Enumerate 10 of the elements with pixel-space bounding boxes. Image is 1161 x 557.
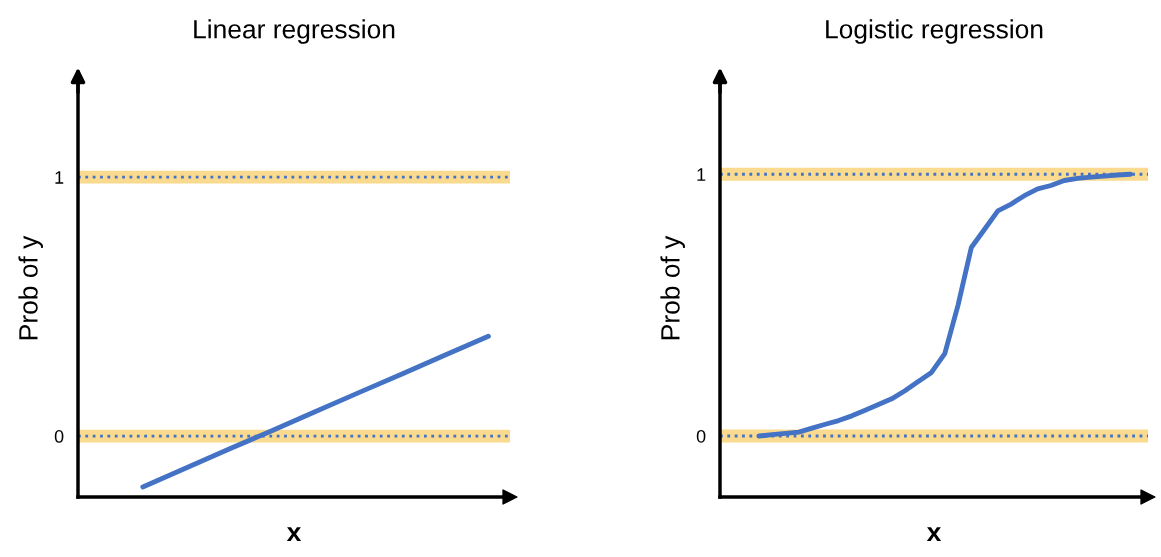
y-axis-title: Prob of y (18, 235, 43, 340)
y-tick-label: 0 (54, 430, 64, 443)
x-axis-title: x (286, 527, 302, 542)
y-tick-label: 1 (697, 168, 706, 181)
y-tick-label: 1 (55, 171, 64, 184)
y-tick-label: 0 (696, 429, 706, 443)
chart-title: Linear regression (194, 19, 395, 44)
x-axis-title: x (926, 527, 942, 542)
chart-title: Logistic regression (826, 19, 1043, 44)
y-axis-title: Prob of y (660, 235, 685, 340)
